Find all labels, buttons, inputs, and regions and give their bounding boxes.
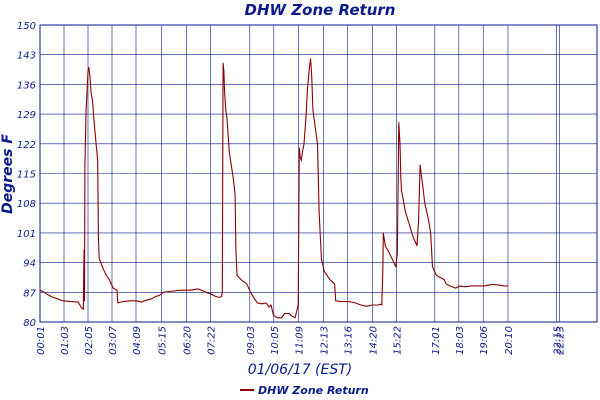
x-tick-label: 17:01 (431, 326, 442, 355)
x-tick-label: 12:13 (319, 326, 330, 355)
y-tick-label: 80 (23, 318, 36, 329)
x-tick-label: 14:20 (368, 326, 379, 355)
y-tick-label: 94 (23, 259, 36, 270)
x-tick-label: 05:15 (158, 326, 169, 355)
plot-frame (39, 24, 598, 323)
series-layer (39, 58, 508, 319)
series-line (39, 58, 508, 319)
legend: DHW Zone Return (240, 384, 369, 397)
y-tick-label: 143 (17, 51, 36, 62)
x-tick-label: 06:20 (183, 326, 194, 355)
x-tick-label: 22:15 (552, 326, 563, 355)
x-tick-label: 15:22 (392, 326, 403, 355)
y-tick-label: 129 (17, 110, 36, 121)
y-tick-label: 122 (17, 140, 36, 151)
x-tick-label: 09:03 (246, 326, 257, 355)
y-tick-label: 108 (17, 199, 36, 210)
x-tick-label: 02:05 (84, 326, 95, 355)
x-tick-label: 13:16 (344, 326, 355, 355)
y-tick-label: 87 (23, 288, 36, 299)
x-tick-label: 01:03 (60, 326, 71, 355)
x-axis-label: 01/06/17 (EST) (248, 362, 353, 378)
y-tick-label: 115 (17, 170, 36, 181)
x-tick-label: 22:23 (555, 326, 566, 355)
legend-label: DHW Zone Return (258, 384, 369, 397)
y-tick-label: 150 (17, 21, 36, 32)
x-tick-label: 20:10 (504, 326, 515, 355)
chart-title: DHW Zone Return (245, 1, 396, 19)
x-tick-label: 04:09 (132, 326, 143, 355)
x-tick-label: 10:05 (270, 326, 281, 355)
y-axis-ticks: 80 87 94 101 108 115 122 129 136 143 150 (17, 21, 37, 329)
y-axis-label: Degrees F (0, 134, 16, 214)
y-tick-label: 136 (17, 80, 36, 91)
x-tick-label: 11:09 (295, 326, 306, 355)
y-tick-label: 101 (17, 229, 36, 240)
x-tick-label: 07:22 (207, 326, 218, 355)
x-tick-label: 19:06 (479, 326, 490, 355)
x-tick-label: 18:03 (455, 326, 466, 355)
x-tick-label: 03:07 (108, 325, 119, 354)
x-axis-ticks: 00:01 01:03 02:05 03:07 04:09 05:15 06:20 07:22… (36, 325, 566, 354)
x-tick-label: 00:01 (36, 326, 47, 355)
